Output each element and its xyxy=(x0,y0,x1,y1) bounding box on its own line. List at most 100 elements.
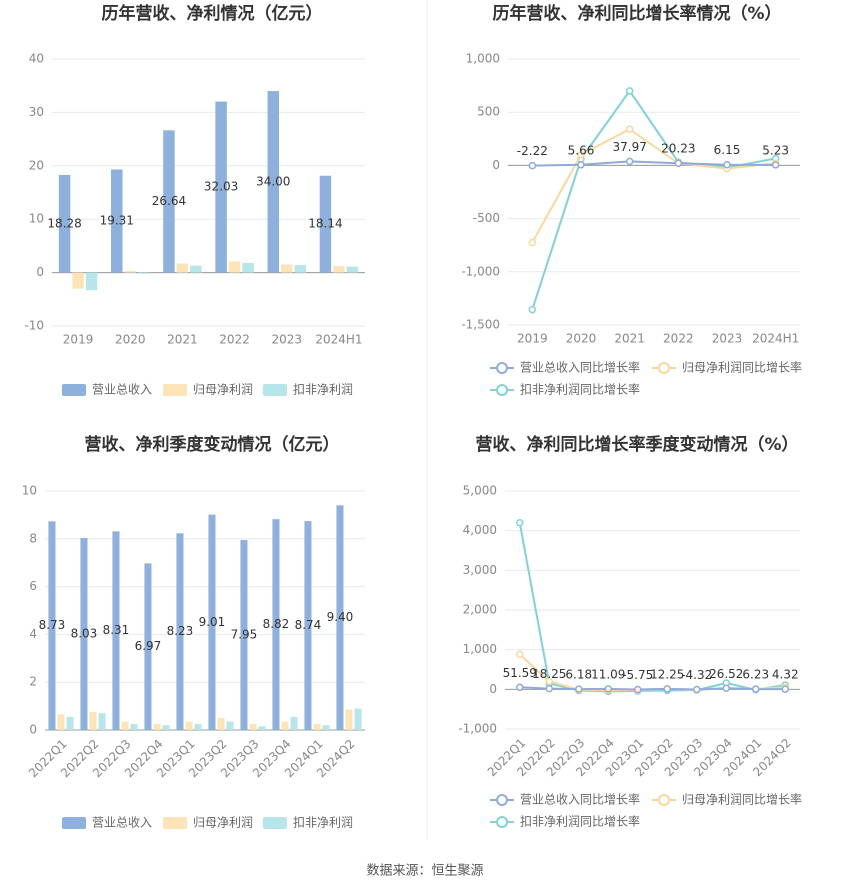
x-tick-label: 2021 xyxy=(167,333,198,347)
value-label: 18.25 xyxy=(532,667,566,681)
y-tick-label: 5,000 xyxy=(463,484,497,498)
point xyxy=(545,677,553,686)
point xyxy=(516,683,524,692)
point xyxy=(674,159,683,167)
bar xyxy=(226,721,234,730)
x-tick-label: 2020 xyxy=(115,333,146,347)
value-label: 20.23 xyxy=(661,142,695,156)
value-label: 8.03 xyxy=(71,627,98,641)
value-label: 12.25 xyxy=(650,667,684,681)
x-tick-label: 2024H1 xyxy=(315,333,362,347)
point xyxy=(528,305,537,314)
bar xyxy=(272,519,280,730)
bar xyxy=(98,713,106,730)
legend-label: 归母净利润同比增长率 xyxy=(682,792,802,807)
y-tick-label: 0 xyxy=(489,682,497,696)
value-label: 9.01 xyxy=(199,615,226,629)
y-tick-label: 20 xyxy=(29,158,44,172)
point xyxy=(625,125,634,133)
y-tick-label: 1,000 xyxy=(466,52,500,66)
y-tick-label: 4,000 xyxy=(463,523,497,537)
point xyxy=(516,650,524,659)
bar xyxy=(267,91,280,273)
bar xyxy=(190,265,202,273)
bar xyxy=(249,724,257,730)
bar xyxy=(176,263,189,273)
bar xyxy=(80,538,88,730)
value-label: 26.52 xyxy=(709,667,743,681)
value-label: 9.40 xyxy=(327,610,354,624)
point xyxy=(577,161,585,169)
bar xyxy=(281,264,293,273)
source: 数据来源：恒生聚源 xyxy=(366,864,483,879)
point xyxy=(516,518,524,527)
y-tick-label: -500 xyxy=(473,211,500,225)
line xyxy=(518,522,786,693)
bar xyxy=(121,721,129,730)
legend-label: 营业总收入 xyxy=(92,383,152,397)
line xyxy=(531,128,776,244)
bar xyxy=(228,261,241,273)
point xyxy=(577,151,585,159)
x-tick-label: 2020 xyxy=(566,332,597,346)
y-tick-label: 500 xyxy=(477,105,500,119)
bar xyxy=(57,714,65,730)
y-tick-label: 1,000 xyxy=(463,642,497,656)
bar xyxy=(163,130,175,273)
y-tick-label: -1,500 xyxy=(461,318,500,332)
value-label: 4.32 xyxy=(772,668,799,682)
chart-title: 营收、净利季度变动情况（亿元） xyxy=(85,434,340,455)
point xyxy=(663,685,671,693)
x-tick-label: 2024H1 xyxy=(752,332,799,346)
y-tick-label: 2,000 xyxy=(463,603,497,617)
value-label: 6.15 xyxy=(714,143,741,157)
point xyxy=(771,161,780,169)
bar xyxy=(290,716,298,730)
x-tick-label: 2023 xyxy=(271,333,302,347)
point xyxy=(575,685,583,693)
bar xyxy=(130,724,138,730)
legend-label: 扣非净利润 xyxy=(293,816,353,830)
point xyxy=(625,157,634,166)
bar xyxy=(304,521,312,730)
bar xyxy=(281,721,289,730)
value-label: 37.97 xyxy=(612,140,646,154)
value-label: 8.82 xyxy=(263,617,290,631)
legend-swatch xyxy=(263,384,287,396)
bar xyxy=(194,724,202,730)
bar xyxy=(294,265,306,273)
value-label: 5.23 xyxy=(762,143,789,157)
legend-swatch xyxy=(62,817,86,829)
bar xyxy=(185,721,193,730)
y-tick-label: 30 xyxy=(29,105,44,119)
bar xyxy=(242,262,254,273)
bar xyxy=(66,716,74,730)
value-label: 18.28 xyxy=(47,216,81,230)
value-label: 6.18 xyxy=(565,668,592,682)
line xyxy=(531,89,776,310)
bar xyxy=(58,174,71,273)
bar xyxy=(215,101,227,273)
legend-label: 营业总收入同比增长率 xyxy=(520,360,640,375)
value-label: 32.03 xyxy=(204,180,238,194)
bar xyxy=(240,539,248,730)
x-tick-label: 2021 xyxy=(614,332,645,346)
legend-label: 归母净利润 xyxy=(193,383,253,397)
y-tick-label: -1,000 xyxy=(458,722,497,736)
bar xyxy=(112,531,120,730)
bar xyxy=(144,563,152,730)
chart-title: 营收、净利同比增长率季度变动情况（%） xyxy=(475,434,798,455)
y-tick-label: 10 xyxy=(29,212,44,226)
y-tick-label: 40 xyxy=(29,52,44,66)
legend-marker xyxy=(496,794,508,806)
bar xyxy=(124,270,136,273)
legend-label: 扣非净利润 xyxy=(293,383,353,397)
bar xyxy=(354,708,362,730)
bar xyxy=(85,272,98,291)
y-tick-label: 0 xyxy=(36,265,44,279)
y-tick-label: 3,000 xyxy=(463,563,497,577)
bar xyxy=(137,272,150,274)
legend-swatch xyxy=(163,817,187,829)
y-tick-label: 6 xyxy=(29,579,37,593)
